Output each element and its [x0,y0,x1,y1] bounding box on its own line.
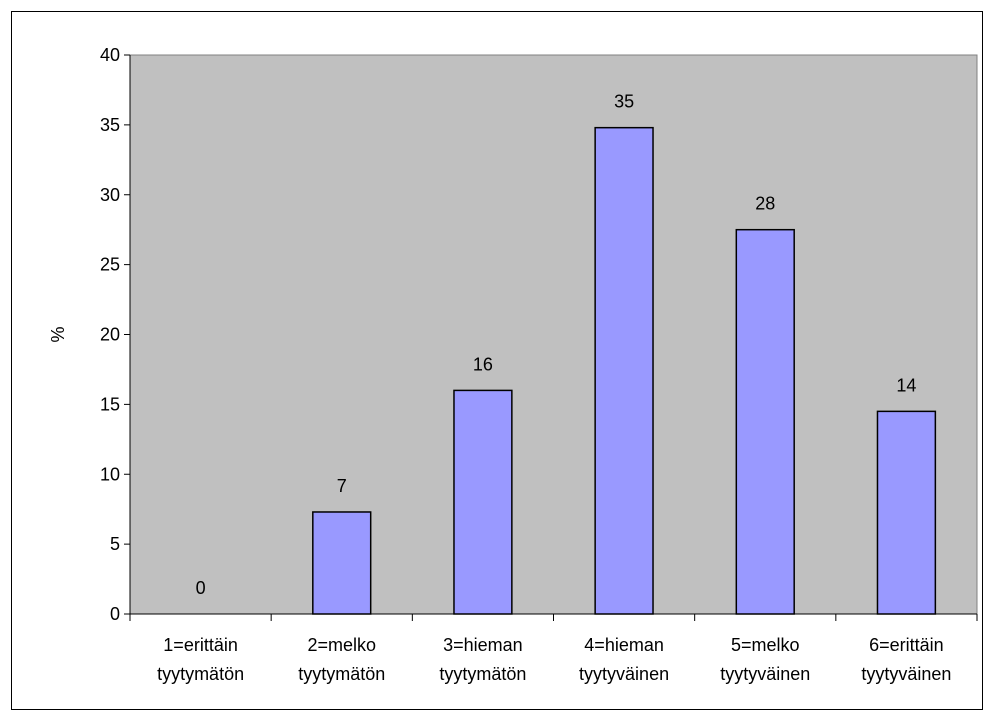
y-tick-label: 30 [100,185,120,205]
y-tick-label: 10 [100,464,120,484]
y-tick-label: 40 [100,45,120,65]
data-labels: 0 7 16 35 28 14 [196,92,917,598]
y-tick-label: 20 [100,325,120,345]
x-tick-label: 5=melko [731,635,800,655]
data-label: 16 [473,354,493,374]
x-tick-label: 1=erittäin [163,635,238,655]
x-tick-label: 3=hieman [443,635,523,655]
data-label: 14 [896,375,916,395]
y-tick-label: 15 [100,394,120,414]
x-tick-label: tyytymätön [298,664,385,684]
y-tick-label: 35 [100,115,120,135]
plot-area [129,54,978,615]
bar [594,126,654,615]
y-tick-label: 0 [110,604,120,624]
bar [735,228,795,615]
data-label: 7 [337,476,347,496]
bars [312,126,937,615]
y-tick-label: 25 [100,255,120,275]
x-tick-label: tyytymätön [439,664,526,684]
x-tick-label: 2=melko [307,635,376,655]
data-label: 28 [755,194,775,214]
bar [312,511,372,615]
y-tick-label: 5 [110,534,120,554]
x-tick-label: tyytyväinen [720,664,810,684]
x-tick-label: tyytyväinen [579,664,669,684]
x-axis: 1=erittäin tyytymätön 2=melko tyytymätön 3=h… [129,613,978,684]
bar [453,389,513,615]
x-tick-label: tyytyväinen [861,664,951,684]
y-axis: 0 5 10 15 20 25 30 35 40 [100,45,131,624]
data-label: 0 [196,578,206,598]
bar [876,410,937,615]
y-axis-label: % [48,326,68,342]
x-tick-label: 4=hieman [584,635,664,655]
x-tick-label: tyytymätön [157,664,244,684]
x-tick-label: 6=erittäin [869,635,944,655]
data-label: 35 [614,92,634,112]
